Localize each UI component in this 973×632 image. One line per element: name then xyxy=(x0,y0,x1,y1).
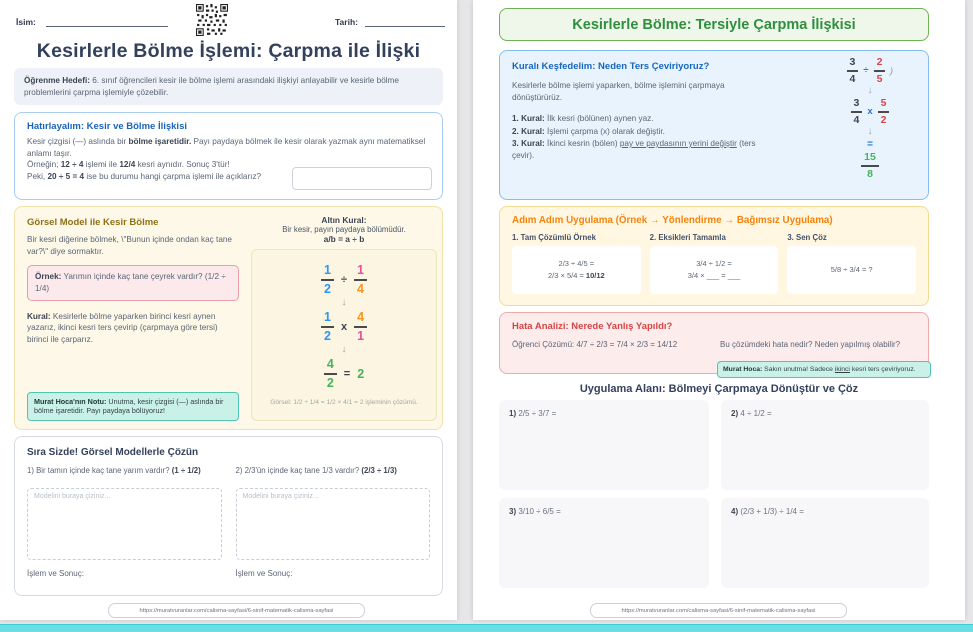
steps-title: Adım Adım Uygulama (Örnek → Yönlendirme … xyxy=(512,215,833,226)
error-title: Hata Analizi: Nerede Yanlış Yapıldı? xyxy=(512,321,673,332)
recall-answer-input[interactable] xyxy=(292,167,432,190)
rule-1: 1. Kural: İlk kesri (bölünen) aynen yaz. xyxy=(512,114,654,124)
name-line xyxy=(46,26,168,27)
recall-box: Hatırlayalım: Kesir ve Bölme İlişkisi Ke… xyxy=(14,112,443,200)
result-label: İşlem ve Sonuç: xyxy=(27,569,84,578)
recall-paragraph-2: Örneğin; 12 ÷ 4 işlemi ile 12/4 kesri ay… xyxy=(27,160,230,170)
page-title: Kesirlerle Bölme İşlemi: Çarpma ile İliş… xyxy=(36,40,421,62)
step-card-2: 3/4 ÷ 1/2 = 3/4 × ___ = ___ xyxy=(649,246,779,294)
result-label: İşlem ve Sonuç: xyxy=(235,569,293,578)
visual-model-title: Görsel Model ile Kesir Bölme xyxy=(27,217,159,228)
teacher-note-left: Murat Hoca'nın Notu: Unutma, kesir çizgi… xyxy=(27,391,239,421)
rule-demo-result: 15 8 xyxy=(861,152,879,179)
down-arrow-icon: ↓ xyxy=(867,85,873,96)
step-label-2: 2. Eksikleri Tamamla xyxy=(649,233,726,242)
recall-paragraph-3: Peki, 20 ÷ 5 = 4 ise bu durumu hangi çar… xyxy=(27,171,262,181)
recall-paragraph-1: Kesir çizgisi (—) aslında bir bölme işar… xyxy=(27,137,426,158)
drawing-area-1[interactable]: Modelini buraya çiziniz... xyxy=(27,488,222,560)
steps-box: Adım Adım Uygulama (Örnek → Yönlendirme … xyxy=(499,206,929,306)
recall-title: Hatırlayalım: Kesir ve Bölme İlişkisi xyxy=(27,121,187,132)
worksheet-page-1: İsim: Tarih: Kesirlerle Bölme İşlemi: Ça… xyxy=(0,0,457,620)
drawing-placeholder: Modelini buraya çiziniz... xyxy=(34,493,111,500)
visual-model-left-column: Görsel Model ile Kesir Bölme Bir kesri d… xyxy=(27,217,239,345)
apply-section-title: Uygulama Alanı: Bölmeyi Çarpmaya Dönüştü… xyxy=(579,383,859,395)
practice-column-1: 1) Bir tamın içinde kaç tane yarım vardı… xyxy=(27,466,222,578)
teacher-note-right: Murat Hoca: Sakın unutma! Sadece ikinci … xyxy=(717,361,931,379)
objective-label: Öğrenme Hedefi: xyxy=(24,76,90,85)
practice-column-2: 2) 2/3'ün içinde kaç tane 1/3 vardır? (2… xyxy=(235,466,430,578)
page-title: Kesirlerle Bölme: Tersiyle Çarpma İlişki… xyxy=(499,8,929,41)
step-card-3: 5/8 ÷ 3/4 = ? xyxy=(787,246,917,294)
footer-url: https://muratvuranlar.com/calisma-sayfas… xyxy=(108,603,365,618)
step-card-1: 2/3 ÷ 4/5 = 2/3 × 5/4 = 10/12 xyxy=(512,246,641,294)
visual-model-intro: Bir kesri diğerine bölmek, \"Bunun içind… xyxy=(27,235,232,256)
rule-paragraph: Kural: Kesirlerle bölme yaparken birinci… xyxy=(27,311,218,344)
demo-caption: Görsel: 1/2 ÷ 1/4 = 1/2 × 4/1 = 2 işlemi… xyxy=(270,399,418,406)
rule-2: 2. Kural: İşlemi çarpma (x) olarak değiş… xyxy=(512,126,665,136)
step-label-3: 3. Sen Çöz xyxy=(787,233,827,242)
down-arrow-icon: ↓ xyxy=(341,297,347,308)
golden-rule-title: Altın Kural: xyxy=(321,215,367,225)
worksheet-page-2: Kesirlerle Bölme: Tersiyle Çarpma İlişki… xyxy=(473,0,965,620)
practice-box: Sıra Sizde! Görsel Modellerle Çözün 1) B… xyxy=(14,436,443,596)
example-box: Örnek: Yarımın içinde kaç tane çeyrek va… xyxy=(27,265,239,301)
drawing-area-2[interactable]: Modelini buraya çiziniz... xyxy=(235,488,430,560)
discover-title: Kuralı Keşfedelim: Neden Ters Çeviriyoru… xyxy=(512,61,710,72)
objective-text: 6. sınıf öğrencileri kesir ile bölme işl… xyxy=(24,76,399,97)
visual-model-box: Görsel Model ile Kesir Bölme Bir kesri d… xyxy=(14,206,443,430)
discover-rule-box: Kuralı Keşfedelim: Neden Ters Çeviriyoru… xyxy=(499,50,929,200)
problem-text: 3/10 ÷ 6/5 = xyxy=(516,507,561,516)
rule-3: 3. Kural: İkinci kesrin (bölen) pay ve p… xyxy=(512,138,756,161)
date-label: Tarih: xyxy=(335,17,358,27)
golden-rule-formula: a/b = a ÷ b xyxy=(323,234,365,244)
viewer-accent-bar xyxy=(0,624,973,632)
step-label-1: 1. Tam Çözümlü Örnek xyxy=(512,233,596,242)
objective-box: Öğrenme Hedefi: 6. sınıf öğrencileri kes… xyxy=(14,68,443,106)
practice-title: Sıra Sizde! Görsel Modellerle Çözün xyxy=(27,447,199,458)
name-label: İsim: xyxy=(16,17,36,27)
student-solution: Öğrenci Çözümü: 4/7 ÷ 2/3 = 7/4 × 2/3 = … xyxy=(512,340,678,349)
problem-card-1: 1) 2/5 ÷ 3/7 = xyxy=(499,400,709,490)
steps-labels: 1. Tam Çözümlü Örnek 2. Eksikleri Tamaml… xyxy=(512,233,916,242)
problem-card-3: 3) 3/10 ÷ 6/5 = xyxy=(499,498,709,588)
footer-url: https://muratvuranlar.com/calisma-sayfas… xyxy=(590,603,847,618)
equals-sign: = xyxy=(867,139,873,150)
problem-card-2: 2) 4 ÷ 1/2 = xyxy=(721,400,929,490)
golden-rule-line: Bir kesir, payın paydaya bölümüdür. xyxy=(282,225,406,234)
problem-card-4: 4) (2/3 + 1/3) ÷ 1/4 = xyxy=(721,498,929,588)
problem-text: 4 ÷ 1/2 = xyxy=(738,409,772,418)
rule-list: 1. Kural: İlk kesri (bölünen) aynen yaz.… xyxy=(512,113,777,162)
flip-arrow-icon: ) xyxy=(889,65,895,76)
problem-text: (2/3 + 1/3) ÷ 1/4 = xyxy=(738,507,804,516)
error-question-area: Bu çözümdeki hata nedir? Neden yapılmış … xyxy=(720,340,916,363)
down-arrow-icon: ↓ xyxy=(341,344,347,355)
practice-question-2: 2) 2/3'ün içinde kaç tane 1/3 vardır? (2… xyxy=(235,466,397,475)
qr-code xyxy=(196,4,228,36)
down-arrow-icon: ↓ xyxy=(867,126,873,137)
golden-rule-column: Altın Kural: Bir kesir, payın paydaya bö… xyxy=(251,215,437,421)
drawing-placeholder: Modelini buraya çiziniz... xyxy=(242,493,319,500)
date-line xyxy=(365,26,445,27)
discover-intro: Kesirlerle bölme işlemi yaparken, bölme … xyxy=(512,81,725,102)
problem-text: 2/5 ÷ 3/7 = xyxy=(516,409,557,418)
error-question: Bu çözümdeki hata nedir? Neden yapılmış … xyxy=(720,340,901,349)
practice-question-1: 1) Bir tamın içinde kaç tane yarım vardı… xyxy=(27,466,201,475)
